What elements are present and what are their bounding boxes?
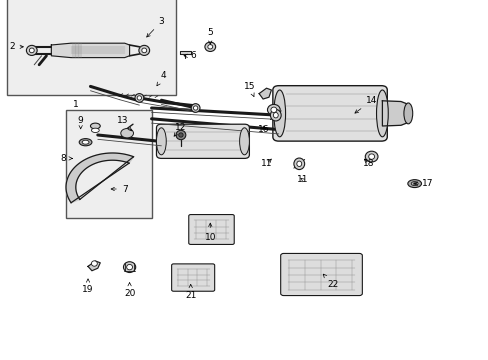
Text: 7: 7 xyxy=(111,184,127,194)
Ellipse shape xyxy=(91,261,97,266)
Text: 11: 11 xyxy=(260,159,272,168)
Ellipse shape xyxy=(82,140,89,144)
Bar xyxy=(66,110,151,218)
Bar xyxy=(7,0,176,95)
Text: 8: 8 xyxy=(61,154,72,163)
Text: 15: 15 xyxy=(243,82,255,96)
Ellipse shape xyxy=(376,90,387,137)
Ellipse shape xyxy=(403,103,412,124)
Text: 12: 12 xyxy=(174,123,186,136)
Ellipse shape xyxy=(29,48,34,53)
Text: 1: 1 xyxy=(73,100,79,109)
Text: 14: 14 xyxy=(354,96,377,113)
Text: 16: 16 xyxy=(258,125,269,134)
FancyBboxPatch shape xyxy=(272,86,386,141)
Ellipse shape xyxy=(179,133,183,137)
Ellipse shape xyxy=(273,112,278,118)
Ellipse shape xyxy=(193,106,197,110)
Polygon shape xyxy=(51,43,129,58)
Ellipse shape xyxy=(207,45,212,49)
Ellipse shape xyxy=(135,94,143,102)
Text: 3: 3 xyxy=(146,17,164,37)
Polygon shape xyxy=(259,88,271,99)
Text: 21: 21 xyxy=(184,284,196,300)
Ellipse shape xyxy=(365,151,377,162)
Text: 17: 17 xyxy=(413,179,433,188)
Polygon shape xyxy=(66,153,133,203)
Ellipse shape xyxy=(412,183,415,184)
Ellipse shape xyxy=(142,48,146,53)
Text: 5: 5 xyxy=(207,28,213,44)
Ellipse shape xyxy=(270,107,276,112)
Ellipse shape xyxy=(273,90,285,137)
Text: 22: 22 xyxy=(323,274,338,289)
Text: 9: 9 xyxy=(78,116,83,129)
Ellipse shape xyxy=(90,123,100,129)
Ellipse shape xyxy=(126,264,132,270)
Ellipse shape xyxy=(176,130,185,140)
Text: 20: 20 xyxy=(123,283,135,298)
Ellipse shape xyxy=(239,128,249,155)
FancyBboxPatch shape xyxy=(280,253,362,296)
Ellipse shape xyxy=(407,180,421,188)
Text: 6: 6 xyxy=(184,51,196,60)
FancyBboxPatch shape xyxy=(171,264,214,291)
Ellipse shape xyxy=(139,45,149,55)
Text: 13: 13 xyxy=(116,116,131,131)
Ellipse shape xyxy=(293,158,304,170)
FancyBboxPatch shape xyxy=(156,124,249,158)
Circle shape xyxy=(121,129,133,138)
Polygon shape xyxy=(180,51,190,54)
FancyBboxPatch shape xyxy=(188,215,234,244)
Text: 11: 11 xyxy=(297,175,308,184)
Text: 19: 19 xyxy=(82,279,94,294)
Text: 2: 2 xyxy=(9,42,23,51)
Ellipse shape xyxy=(410,181,417,186)
Ellipse shape xyxy=(191,104,200,112)
Ellipse shape xyxy=(267,104,280,115)
Ellipse shape xyxy=(91,128,99,132)
Ellipse shape xyxy=(156,128,166,155)
Ellipse shape xyxy=(204,42,215,51)
Ellipse shape xyxy=(296,161,301,166)
Polygon shape xyxy=(382,101,407,126)
Polygon shape xyxy=(88,261,100,271)
Ellipse shape xyxy=(79,139,92,146)
Ellipse shape xyxy=(137,96,142,100)
Text: 4: 4 xyxy=(157,71,166,86)
Text: 10: 10 xyxy=(204,223,216,242)
Ellipse shape xyxy=(123,262,136,273)
Text: 18: 18 xyxy=(363,159,374,168)
Ellipse shape xyxy=(368,154,374,159)
Ellipse shape xyxy=(26,45,37,55)
Ellipse shape xyxy=(270,109,281,121)
